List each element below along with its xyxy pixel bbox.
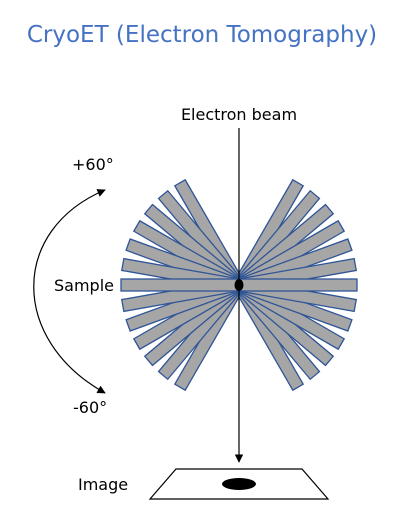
electron-beam-label: Electron beam	[181, 105, 297, 124]
sample-center-dot	[234, 279, 244, 291]
minus-angle-label: -60°	[73, 398, 107, 417]
sample-label: Sample	[54, 276, 114, 295]
image-label: Image	[78, 475, 128, 494]
diagram-title: CryoET (Electron Tomography)	[27, 22, 377, 48]
image-projection-blob	[222, 478, 256, 490]
tilt-range-arrow	[33, 189, 106, 394]
plus-angle-label: +60°	[72, 155, 114, 174]
